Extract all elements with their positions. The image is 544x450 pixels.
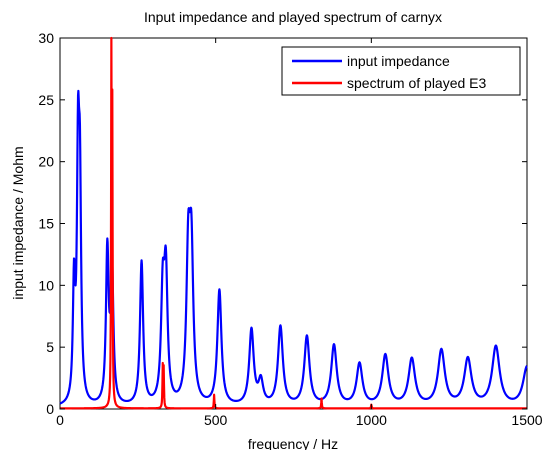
y-tick-label: 5 <box>46 339 54 355</box>
plot-area <box>59 37 528 410</box>
y-tick-label: 15 <box>38 216 54 232</box>
ticks-layer: 0 500 1000 1500 0 5 10 15 20 25 30 <box>38 30 542 428</box>
legend: input impedance spectrum of played E3 <box>281 46 521 96</box>
y-tick-label: 30 <box>38 30 54 46</box>
legend-label-spectrum: spectrum of played E3 <box>347 75 487 91</box>
y-axis-label: input impedance / Mohm <box>10 146 26 299</box>
y-tick-label: 0 <box>46 401 54 417</box>
y-tick-label: 25 <box>38 92 54 108</box>
chart-title: Input impedance and played spectrum of c… <box>144 9 442 25</box>
x-tick-label: 1500 <box>511 412 542 428</box>
y-tick-label: 10 <box>38 277 54 293</box>
legend-box <box>281 46 521 96</box>
series-spectrum-e3 <box>59 36 528 410</box>
y-tick-label: 20 <box>38 154 54 170</box>
series-input-impedance <box>59 89 528 405</box>
x-tick-label: 500 <box>204 412 228 428</box>
x-tick-label: 0 <box>56 412 64 428</box>
legend-label-impedance: input impedance <box>347 53 450 69</box>
series-layer <box>59 36 528 410</box>
x-tick-label: 1000 <box>356 412 387 428</box>
x-axis-label: frequency / Hz <box>248 436 338 450</box>
